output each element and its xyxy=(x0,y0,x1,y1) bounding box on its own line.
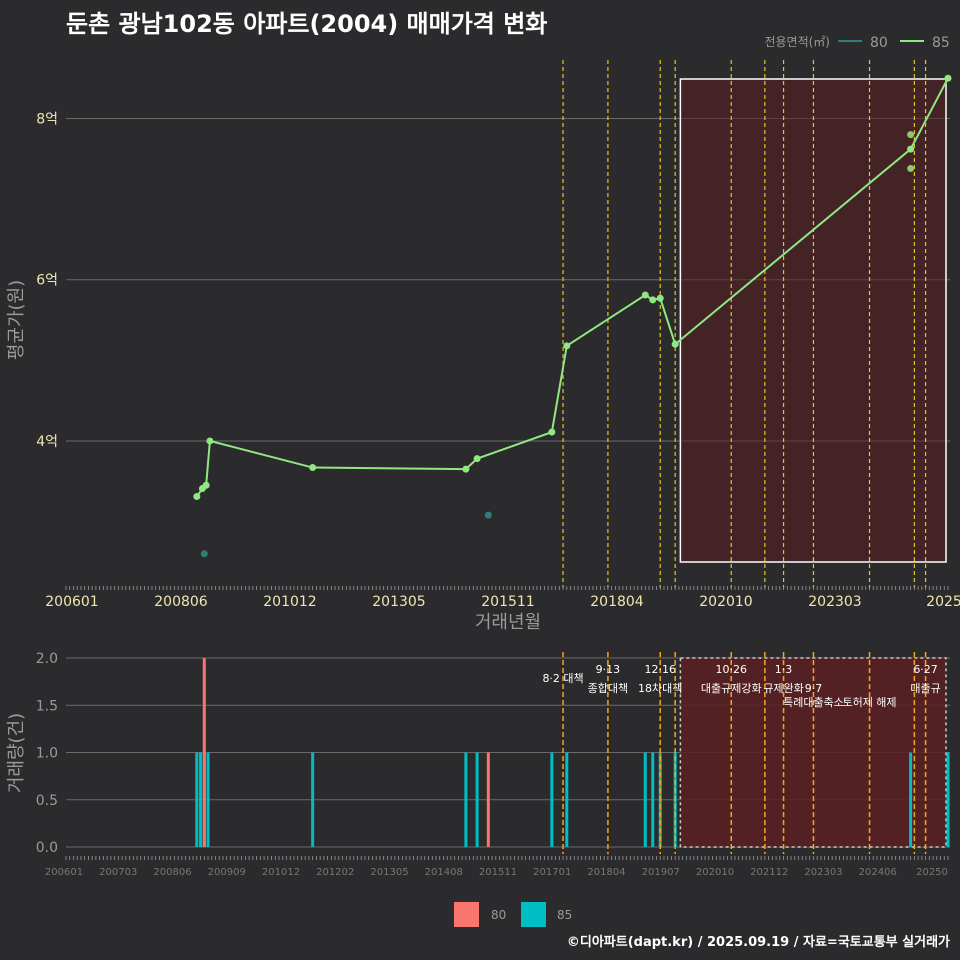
bar-85 xyxy=(651,752,655,847)
bottom-y-tick-label: 1.0 xyxy=(36,746,58,762)
bar-85 xyxy=(195,752,199,847)
top-x-axis-label: 거래년월 xyxy=(475,612,541,633)
series-85-point xyxy=(649,296,657,304)
bar-85 xyxy=(550,752,554,847)
price-chart: 4억 6억 8억 200601 200806 201012 201305 201511 201… xyxy=(6,35,960,633)
bottom-x-tick-label: 20250 xyxy=(916,867,948,878)
series-85-point xyxy=(206,437,214,445)
bottom-y-tick-label: 2.0 xyxy=(36,651,58,667)
bottom-x-tick-label: 200601 xyxy=(45,867,83,878)
bottom-y-axis-label: 거래량(건) xyxy=(6,713,27,793)
bottom-y-tick-label: 0.0 xyxy=(36,840,58,856)
x-tick-label: 200806 xyxy=(154,594,208,610)
series-85-point xyxy=(907,145,915,153)
legend-top-title: 전용면적(㎡) xyxy=(764,35,830,49)
policy-date: 6·27 xyxy=(913,663,938,676)
series-85-point xyxy=(202,481,210,489)
series-85-point xyxy=(462,465,470,473)
bottom-x-tick-label: 201701 xyxy=(533,867,571,878)
bar-85 xyxy=(311,752,315,847)
policy-label: 종합대책 xyxy=(588,682,628,695)
y-tick-label: 6억 xyxy=(36,273,58,289)
legend-bottom-85-swatch xyxy=(521,902,546,927)
legend-bottom: 80 85 xyxy=(454,902,572,927)
y-tick-label: 8억 xyxy=(36,112,58,128)
legend-bottom-80-swatch xyxy=(454,902,479,927)
bottom-x-tick-label: 201305 xyxy=(370,867,408,878)
policy-label: 대출규제강화 xyxy=(701,682,762,695)
series-85-point xyxy=(473,455,481,463)
y-tick-label: 4억 xyxy=(36,434,58,450)
policy-label: 대출규 xyxy=(910,682,940,695)
bar-85 xyxy=(464,752,468,847)
series-85-point xyxy=(563,342,571,350)
bottom-x-tick-label: 201202 xyxy=(316,867,354,878)
policy-date: 9·7 xyxy=(805,682,823,695)
x-tick-label: 201511 xyxy=(481,594,534,610)
footer-credit: ©디아파트(dapt.kr) / 2025.09.19 / 자료=국토교통부 실… xyxy=(566,935,950,950)
series-85-extra-point xyxy=(907,131,915,139)
policy-label: 특례대출축소 xyxy=(783,696,844,709)
policy-label: 8·2 대책 xyxy=(542,672,583,685)
chart-title: 둔촌 광남102동 아파트(2004) 매매가격 변화 xyxy=(66,10,548,38)
bottom-y-tick-label: 0.5 xyxy=(36,793,58,809)
bar-85 xyxy=(199,752,203,847)
bottom-x-tick-label: 201012 xyxy=(262,867,300,878)
bottom-x-tick-label: 202406 xyxy=(859,867,897,878)
policy-date: 12·16 xyxy=(644,663,676,676)
volume-chart: 0.0 0.5 1.0 1.5 2.0 8·2 대책 9·13 종합대책 12·16 18차대책… xyxy=(6,651,950,927)
x-tick-label: 201012 xyxy=(263,594,316,610)
series-85-point xyxy=(309,464,317,472)
policy-label: 토허제 해제 xyxy=(842,695,896,709)
x-tick-label: 200601 xyxy=(45,594,98,610)
bottom-x-tick-label: 202303 xyxy=(804,867,842,878)
bottom-x-tick-label: 201408 xyxy=(425,867,463,878)
policy-date: 9·13 xyxy=(596,663,621,676)
policy-date: 1·3 xyxy=(775,663,793,676)
bar-85 xyxy=(909,752,913,847)
legend-bottom-85-label: 85 xyxy=(557,908,572,922)
x-tick-label: 201305 xyxy=(372,594,425,610)
bar-85 xyxy=(565,752,569,847)
bar-85 xyxy=(475,752,479,847)
series-85-point xyxy=(548,428,556,436)
bottom-x-tick-label: 200703 xyxy=(99,867,137,878)
policy-label: 18차대책 xyxy=(638,682,682,695)
bottom-x-tick-label: 202010 xyxy=(696,867,734,878)
bottom-x-tick-label: 200806 xyxy=(153,867,191,878)
bottom-y-tick-label: 1.5 xyxy=(36,698,58,714)
bottom-x-tick-label: 202112 xyxy=(750,867,788,878)
bar-80 xyxy=(486,752,490,847)
bottom-x-tick-label: 201804 xyxy=(587,867,625,878)
policy-date: 10·26 xyxy=(715,663,747,676)
x-tick-label: 2025 xyxy=(926,594,960,610)
top-y-axis-label: 평균가(원) xyxy=(6,280,27,360)
bottom-x-tick-label: 201511 xyxy=(479,867,517,878)
x-tick-label: 201804 xyxy=(590,594,644,610)
bottom-x-tick-label: 201907 xyxy=(642,867,680,878)
series-80-point xyxy=(200,550,208,558)
bar-85 xyxy=(643,752,647,847)
bar-85 xyxy=(206,752,210,847)
series-85-point xyxy=(944,74,952,82)
series-85-point xyxy=(193,493,201,501)
series-85-point xyxy=(641,291,649,299)
policy-label: 규제완화 xyxy=(763,682,803,695)
series-85-extra-point xyxy=(907,164,915,172)
legend-80-label: 80 xyxy=(870,35,888,51)
series-80-point xyxy=(484,511,492,519)
bar-80 xyxy=(202,658,206,847)
legend-bottom-80-label: 80 xyxy=(491,908,506,922)
legend-85-label: 85 xyxy=(932,35,950,51)
x-tick-label: 202303 xyxy=(808,594,861,610)
legend-top: 전용면적(㎡) 80 85 xyxy=(764,35,949,51)
series-85-point xyxy=(671,340,679,348)
bottom-x-tick-label: 200909 xyxy=(208,867,246,878)
bar-85 xyxy=(946,752,950,847)
series-85-point xyxy=(656,294,664,302)
x-tick-label: 202010 xyxy=(699,594,752,610)
